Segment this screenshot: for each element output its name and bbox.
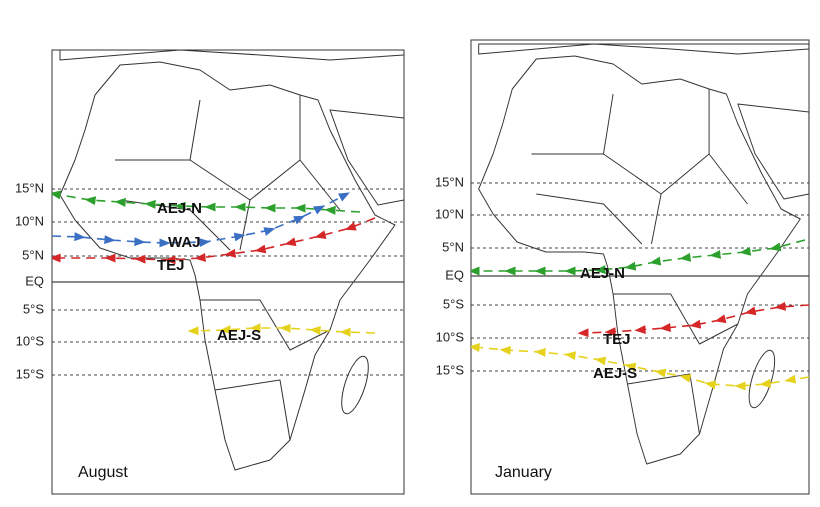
latitude-label: 5°N	[22, 247, 44, 262]
jet-label: AEJ-S	[593, 365, 637, 382]
jet-label: AEJ-S	[217, 327, 261, 344]
map	[52, 50, 404, 471]
month-label: August	[78, 464, 128, 481]
latitude-label: 10°N	[435, 206, 464, 221]
jet-label: AEJ-N	[580, 265, 625, 282]
map	[471, 43, 809, 465]
latitude-label: EQ	[445, 267, 464, 282]
latitude-label: 15°S	[16, 366, 45, 381]
latitude-label: 5°S	[23, 301, 44, 316]
latitude-label: 15°N	[435, 174, 464, 189]
latitude-label: 15°N	[15, 180, 44, 195]
month-label: January	[495, 464, 552, 481]
latitude-label: 5°S	[443, 296, 464, 311]
jet-label: TEJ	[603, 331, 631, 348]
jet-label: WAJ	[168, 234, 201, 251]
latitude-label: 10°N	[15, 213, 44, 228]
panel-january: 15°N 10°N 5°N EQ 5°S 10°S 15°S AEJ-N TEJ…	[435, 39, 810, 495]
latitude-label: 15°S	[436, 362, 465, 377]
latitude-label: EQ	[25, 273, 44, 288]
latitude-label: 10°S	[16, 333, 45, 348]
panel-august: 15°N 10°N 5°N EQ 5°S 10°S 15°S AEJ-N WAJ…	[15, 49, 405, 495]
latitude-label: 10°S	[436, 329, 465, 344]
jet-label: AEJ-N	[157, 200, 202, 217]
jet-label: TEJ	[157, 257, 185, 274]
latitude-label: 5°N	[442, 239, 464, 254]
